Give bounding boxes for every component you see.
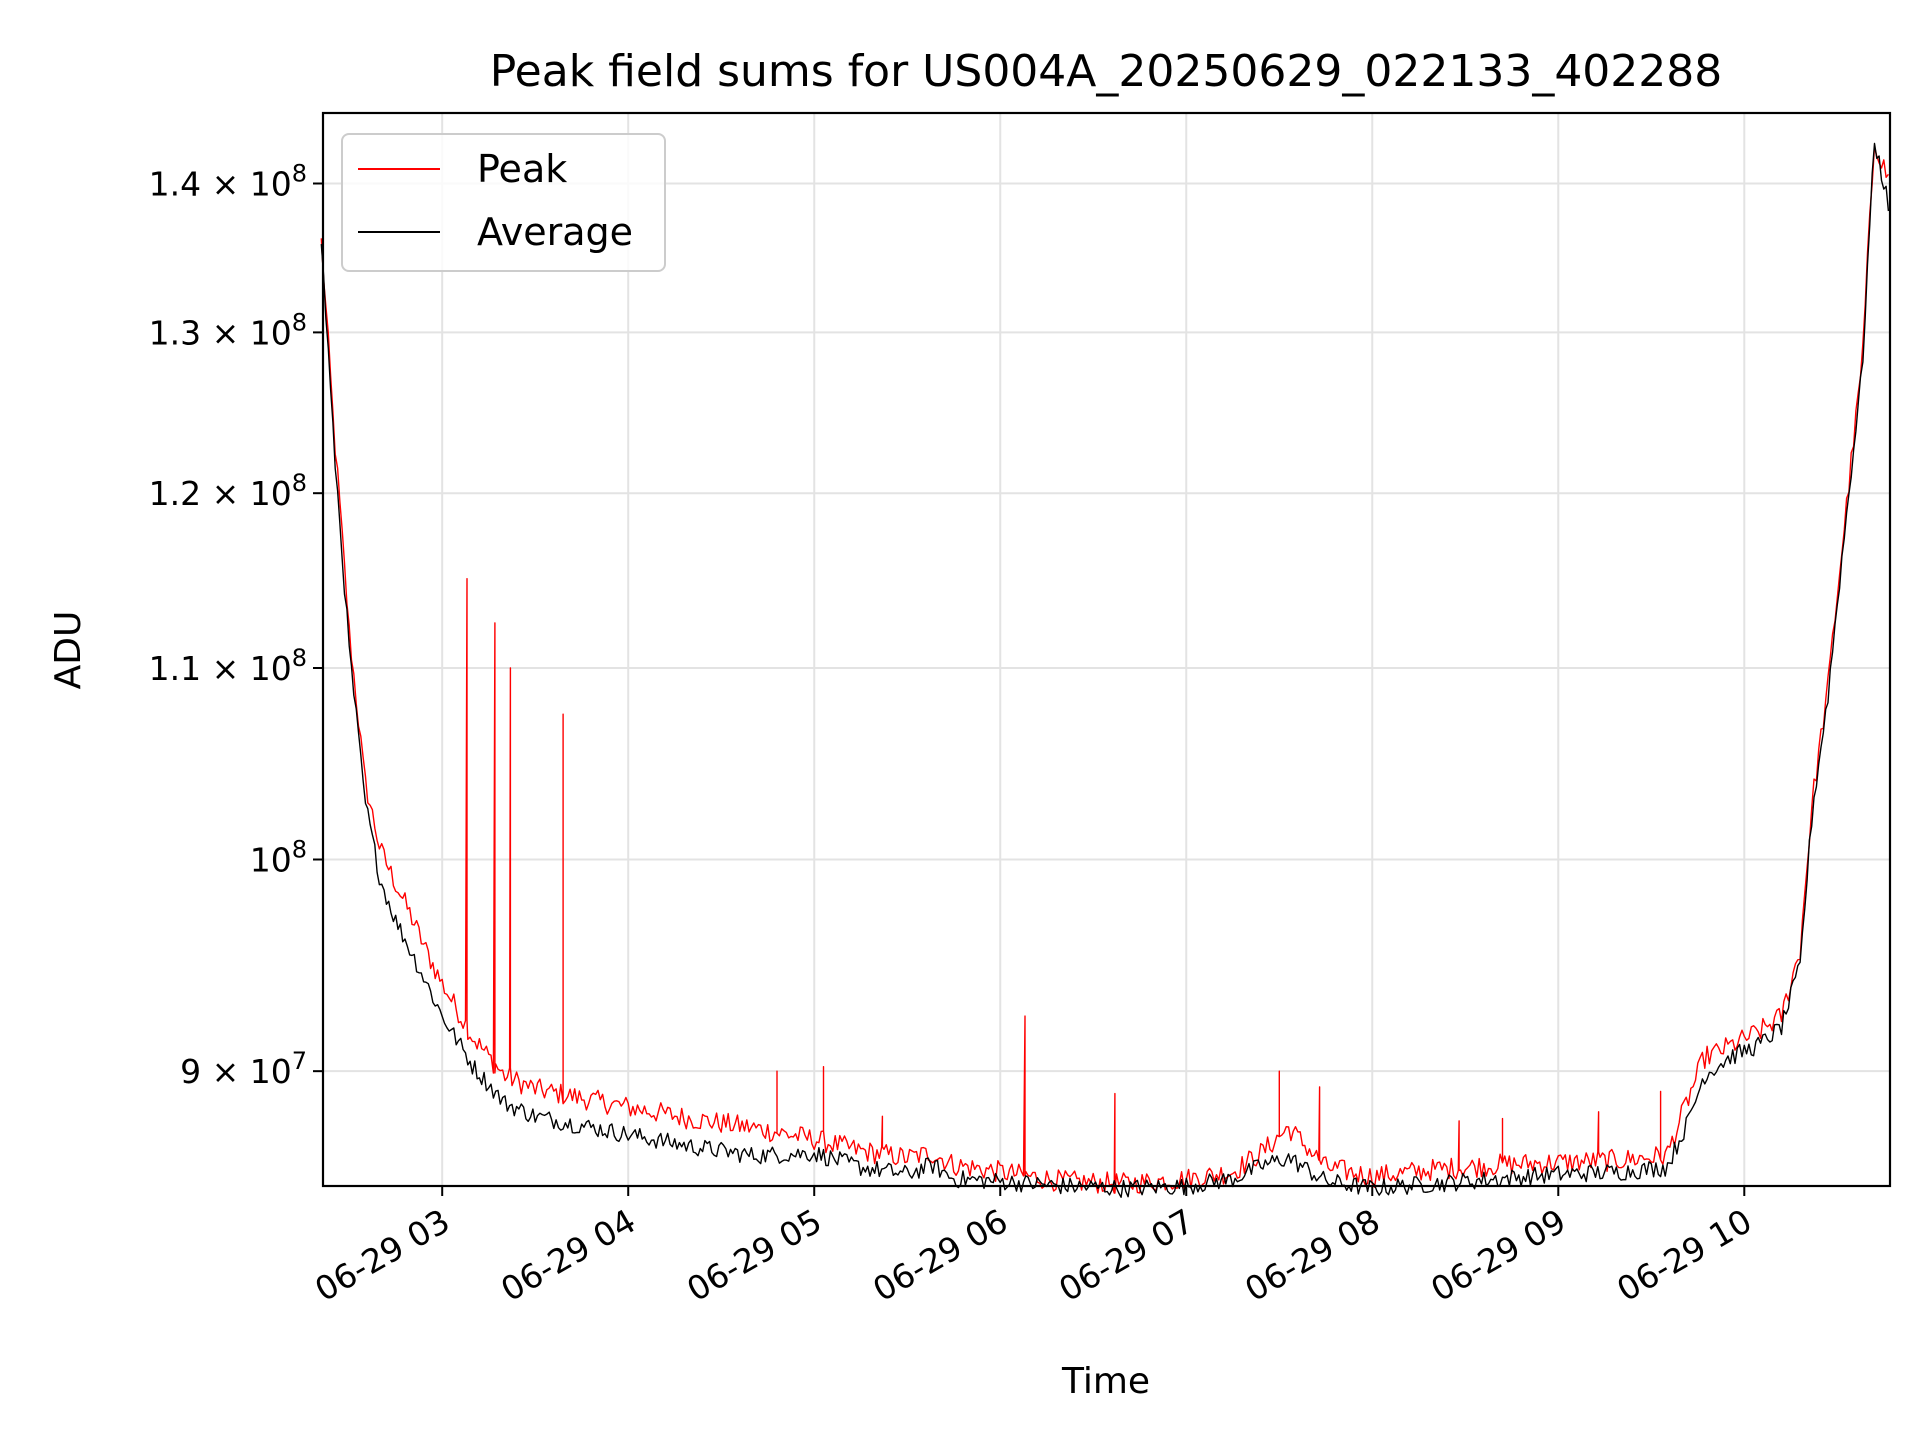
legend-label-average: Average [477,210,633,254]
chart-title: Peak field sums for US004A_20250629_0221… [490,46,1723,97]
grid [323,113,1890,1186]
legend: Peak Average [341,133,666,272]
plot-frame [321,111,1892,1188]
y-tick-label: 1.4 × 108 [149,160,307,204]
legend-label-peak: Peak [477,147,567,191]
series-line-peak [320,146,1889,1194]
series-line-average [320,142,1890,1198]
y-tick-label: 1.2 × 108 [149,469,307,513]
plot-lines [320,142,1890,1198]
x-axis-title: Time [1061,1361,1150,1402]
y-tick-label: 1.1 × 108 [149,644,307,688]
y-tick-label: 9 × 107 [180,1047,307,1091]
y-axis-title: ADU [48,611,89,690]
y-tick-label: 1.3 × 108 [149,308,307,352]
